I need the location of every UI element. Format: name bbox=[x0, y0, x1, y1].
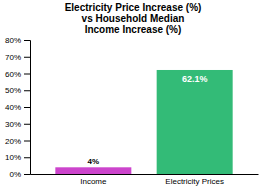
y-tick-mark bbox=[24, 141, 30, 142]
bars bbox=[55, 70, 232, 174]
bar bbox=[157, 70, 233, 174]
x-tick-label: Income bbox=[80, 177, 107, 186]
y-tick-label: 50% bbox=[5, 86, 21, 95]
y-tick-label: 10% bbox=[5, 153, 21, 162]
y-tick: 70% bbox=[5, 53, 30, 62]
y-tick-mark bbox=[24, 107, 30, 108]
y-tick-label: 70% bbox=[5, 53, 21, 62]
y-tick-mark bbox=[24, 57, 30, 58]
title-line: Income Increase (%) bbox=[85, 24, 182, 35]
y-tick: 0% bbox=[9, 170, 30, 179]
chart: Electricity Price Increase (%)vs Househo… bbox=[0, 0, 266, 190]
y-tick-label: 40% bbox=[5, 103, 21, 112]
y-tick-mark bbox=[24, 74, 30, 75]
title-line: vs Household Median bbox=[82, 13, 185, 24]
y-tick: 40% bbox=[5, 103, 30, 112]
axis-line bbox=[24, 41, 31, 175]
y-tick: 80% bbox=[5, 36, 30, 45]
y-tick-label: 30% bbox=[5, 120, 21, 129]
plot: 0% 10% 20% 30% 40% 50% 60% 70% 80% Income Electric… bbox=[5, 36, 259, 186]
y-tick: 50% bbox=[5, 86, 30, 95]
title: Electricity Price Increase (%)vs Househo… bbox=[65, 2, 202, 35]
y-tick-label: 20% bbox=[5, 137, 21, 146]
y-axis: 0% 10% 20% 30% 40% 50% 60% 70% 80% bbox=[5, 36, 31, 179]
y-tick: 20% bbox=[5, 137, 30, 146]
x-tick: Electricity Prices bbox=[165, 174, 224, 186]
data-labels: 4% 62.1% bbox=[88, 74, 208, 166]
y-tick: 30% bbox=[5, 120, 30, 129]
data-label: 4% bbox=[88, 157, 100, 166]
y-tick-mark bbox=[24, 40, 30, 41]
y-tick-mark bbox=[24, 174, 30, 175]
y-tick: 60% bbox=[5, 70, 30, 79]
x-tick: Income bbox=[80, 174, 107, 186]
title-line: Electricity Price Increase (%) bbox=[65, 2, 202, 13]
y-tick-mark bbox=[24, 157, 30, 158]
y-tick-mark bbox=[24, 90, 30, 91]
x-tick-label: Electricity Prices bbox=[165, 177, 224, 186]
data-label: 62.1% bbox=[182, 74, 208, 84]
axis-line bbox=[31, 174, 259, 175]
y-tick-label: 80% bbox=[5, 36, 21, 45]
y-tick-label: 0% bbox=[9, 170, 21, 179]
x-axis: Income Electricity Prices bbox=[31, 174, 259, 186]
y-tick-label: 60% bbox=[5, 70, 21, 79]
bar bbox=[55, 167, 131, 174]
y-tick: 10% bbox=[5, 153, 30, 162]
y-tick-mark bbox=[24, 124, 30, 125]
